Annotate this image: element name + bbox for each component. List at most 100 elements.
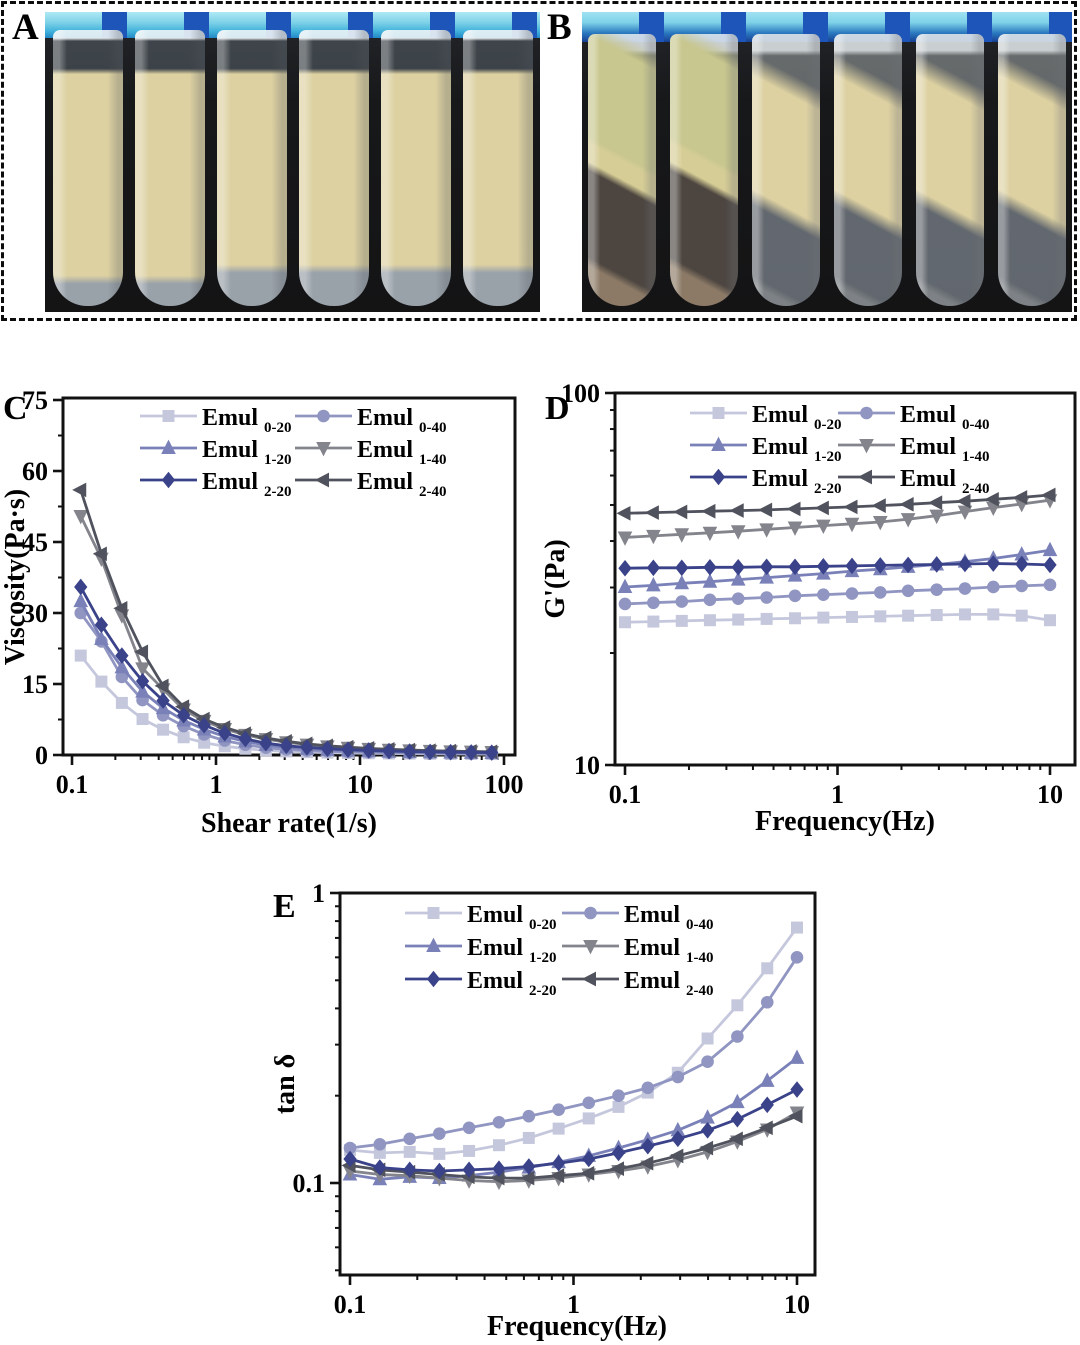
panel-c-label: C xyxy=(3,390,28,427)
x-tick-label: 1 xyxy=(210,770,223,799)
panel-b-label: B xyxy=(547,7,572,48)
legend-label: Emul 2-20 xyxy=(752,466,842,497)
tube-rack-a xyxy=(45,12,540,38)
x-tick-label: 0.1 xyxy=(334,1290,367,1319)
legend-item-emul-1-40: Emul 1-40 xyxy=(562,935,714,966)
axis-box xyxy=(338,891,817,1277)
legend-item-emul-0-20: Emul 0-20 xyxy=(405,902,557,933)
test-tube-a3 xyxy=(217,30,287,306)
tube-rack-b xyxy=(582,12,1072,42)
series-emul-0-40 xyxy=(618,578,1057,611)
series-emul-1-40 xyxy=(617,494,1058,546)
legend-item-emul-2-40: Emul 2-40 xyxy=(838,466,990,497)
legend-item-emul-2-20: Emul 2-20 xyxy=(405,968,557,999)
legend-label: Emul 1-40 xyxy=(900,434,990,465)
y-tick-label: 75 xyxy=(22,386,48,415)
legend-label: Emul 1-20 xyxy=(202,437,292,468)
panel-d-label: D xyxy=(545,390,570,427)
series-emul-2-20 xyxy=(343,1081,804,1180)
legend-item-emul-2-20: Emul 2-20 xyxy=(690,466,842,497)
y-tick-label: 100 xyxy=(561,380,600,408)
x-tick-label: 0.1 xyxy=(56,770,89,799)
y-tick-label: 45 xyxy=(22,528,48,557)
series-emul-2-20 xyxy=(74,578,499,761)
legend-item-emul-0-40: Emul 0-40 xyxy=(295,405,447,436)
test-tube-b5 xyxy=(916,34,984,306)
photo-a xyxy=(45,12,540,312)
panel-e-label: E xyxy=(273,888,296,925)
x-tick-label: 100 xyxy=(485,770,524,799)
test-tube-a6 xyxy=(463,30,533,306)
legend-label: Emul 0-20 xyxy=(202,405,292,436)
legend-label: Emul 1-20 xyxy=(752,434,842,465)
legend-item-emul-1-20: Emul 1-20 xyxy=(140,437,292,468)
legend-label: Emul 2-20 xyxy=(202,469,292,500)
x-tick-label: 1 xyxy=(831,780,844,809)
test-tube-b6 xyxy=(998,34,1066,306)
photo-panels-frame xyxy=(1,1,1077,321)
series-emul-2-20 xyxy=(618,555,1057,577)
legend-item-emul-0-20: Emul 0-20 xyxy=(140,405,292,436)
series-emul-0-20 xyxy=(344,921,803,1160)
test-tube-b4 xyxy=(834,34,902,306)
legend-item-emul-1-20: Emul 1-20 xyxy=(405,935,557,966)
photo-b xyxy=(582,12,1072,312)
test-tube-a4 xyxy=(299,30,369,306)
series-emul-2-40 xyxy=(616,487,1056,521)
legend-label: Emul 2-40 xyxy=(624,968,714,999)
test-tube-b1 xyxy=(588,34,656,306)
legend-label: Emul 0-20 xyxy=(752,402,842,433)
x-axis-label: Shear rate(1/s) xyxy=(201,808,377,839)
test-tube-b3 xyxy=(752,34,820,306)
y-tick-label: 10 xyxy=(574,751,600,780)
legend-item-emul-2-40: Emul 2-40 xyxy=(562,968,714,999)
legend-label: Emul 2-40 xyxy=(357,469,447,500)
y-tick-label: 15 xyxy=(22,670,48,699)
legend-item-emul-2-40: Emul 2-40 xyxy=(295,469,447,500)
test-tube-a5 xyxy=(381,30,451,306)
legend-item-emul-0-20: Emul 0-20 xyxy=(690,402,842,433)
legend-label: Emul 0-40 xyxy=(624,902,714,933)
axis-ticks: 0.1 1 10 100 0 15 30 45 60 75 xyxy=(22,386,524,799)
test-tube-a2 xyxy=(135,30,205,306)
legend-item-emul-0-40: Emul 0-40 xyxy=(838,402,990,433)
x-tick-label: 10 xyxy=(1037,780,1063,809)
test-tube-b2 xyxy=(670,34,738,306)
y-tick-label: 1 xyxy=(312,879,325,908)
legend-label: Emul 0-20 xyxy=(467,902,557,933)
x-axis-label: Frequency(Hz) xyxy=(487,1311,667,1342)
series-emul-0-20 xyxy=(619,608,1056,629)
axis-ticks: 0.1 1 10 10 100 xyxy=(561,379,1063,809)
x-tick-label: 1 xyxy=(567,1290,580,1319)
legend-item-emul-1-40: Emul 1-40 xyxy=(295,437,447,468)
legend-label: Emul 0-40 xyxy=(357,405,447,436)
legend-item-emul-2-20: Emul 2-20 xyxy=(140,469,292,500)
y-axis-label: G'(Pa) xyxy=(540,539,571,618)
legend-item-emul-1-20: Emul 1-20 xyxy=(690,434,842,465)
legend-item-emul-0-40: Emul 0-40 xyxy=(562,902,714,933)
axis-ticks: 0.1 1 10 0.1 1 xyxy=(293,879,811,1319)
chart-storage-modulus: 0.1 1 10 10 100 Frequency(Hz) G'(Pa) Emul 0-20 E… xyxy=(540,379,1080,855)
chart-viscosity: 0.1 1 10 100 0 15 30 45 60 75 Shear rate(1/s) Visco… xyxy=(0,380,540,855)
series-emul-0-40 xyxy=(343,951,804,1155)
legend-label: Emul 1-20 xyxy=(467,935,557,966)
legend-label: Emul 1-40 xyxy=(624,935,714,966)
legend-label: Emul 0-40 xyxy=(900,402,990,433)
test-tube-a1 xyxy=(53,30,123,306)
legend-item-emul-1-40: Emul 1-40 xyxy=(838,434,990,465)
legend-label: Emul 1-40 xyxy=(357,437,447,468)
y-tick-label: 0.1 xyxy=(293,1169,326,1198)
y-axis-label: Viscosity(Pa·s) xyxy=(0,489,31,665)
y-tick-label: 0 xyxy=(35,741,48,770)
x-axis-label: Frequency(Hz) xyxy=(755,806,935,837)
legend-label: Emul 2-40 xyxy=(900,466,990,497)
x-tick-label: 10 xyxy=(784,1290,810,1319)
x-tick-label: 0.1 xyxy=(609,780,642,809)
chart-tan-delta: 0.1 1 10 0.1 1 Frequency(Hz) tan δ Emul 0-20 Emu… xyxy=(270,875,835,1345)
